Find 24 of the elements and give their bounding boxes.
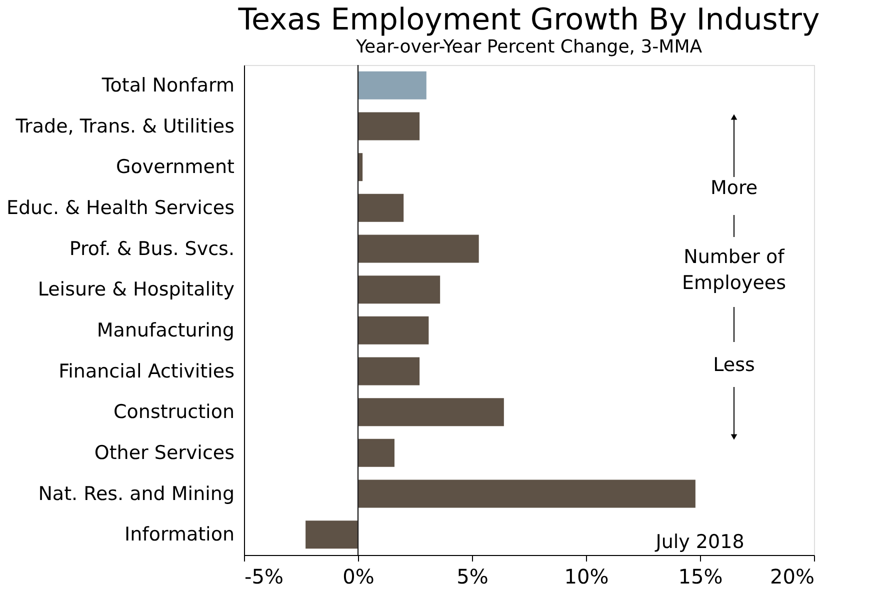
y-tick-label: Financial Activities <box>58 360 234 382</box>
y-tick-label: Other Services <box>94 442 234 464</box>
y-tick-label: Trade, Trans. & Utilities <box>14 115 234 138</box>
annotation: More <box>710 177 758 199</box>
x-tick-label: 20% <box>770 564 814 588</box>
y-tick-label: Total Nonfarm <box>100 74 234 96</box>
x-tick-label: 15% <box>678 564 723 588</box>
x-tick-label: 0% <box>342 564 374 588</box>
y-tick-label: Educ. & Health Services <box>6 196 234 219</box>
x-tick-label: 10% <box>564 564 609 588</box>
y-tick-label: Government <box>116 156 234 178</box>
y-tick-label: Information <box>124 524 234 546</box>
y-tick-label: Leisure & Hospitality <box>38 278 234 301</box>
annotation: Number of Employees <box>682 246 786 294</box>
y-tick-label: Construction <box>114 401 234 424</box>
chart-subtitle: Year-over-Year Percent Change, 3-MMA <box>354 36 703 58</box>
x-tick-label: -5% <box>244 564 284 588</box>
x-tick-label: 5% <box>456 564 488 588</box>
annotation: July 2018 <box>654 531 744 553</box>
y-tick-label: Manufacturing <box>96 319 234 342</box>
annotation: Less <box>713 354 755 376</box>
y-tick-label: Prof. & Bus. Svcs. <box>69 238 234 260</box>
y-tick-label: Nat. Res. and Mining <box>38 482 234 505</box>
chart-title: Texas Employment Growth By Industry <box>237 2 820 38</box>
